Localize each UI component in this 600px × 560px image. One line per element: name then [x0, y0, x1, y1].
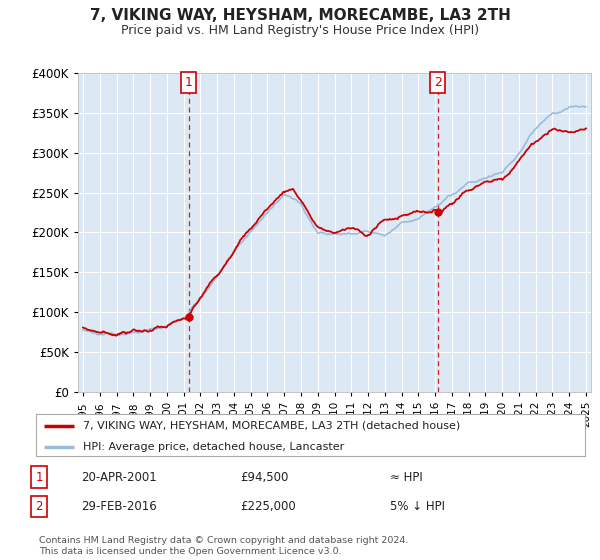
Text: 29-FEB-2016: 29-FEB-2016 [81, 500, 157, 514]
Text: 20-APR-2001: 20-APR-2001 [81, 470, 157, 484]
Text: Price paid vs. HM Land Registry's House Price Index (HPI): Price paid vs. HM Land Registry's House … [121, 24, 479, 36]
Text: £225,000: £225,000 [240, 500, 296, 514]
Text: 1: 1 [35, 470, 43, 484]
Text: ≈ HPI: ≈ HPI [390, 470, 423, 484]
Text: 5% ↓ HPI: 5% ↓ HPI [390, 500, 445, 514]
Text: HPI: Average price, detached house, Lancaster: HPI: Average price, detached house, Lanc… [83, 442, 344, 452]
Text: Contains HM Land Registry data © Crown copyright and database right 2024.
This d: Contains HM Land Registry data © Crown c… [39, 536, 409, 556]
Text: 1: 1 [185, 76, 193, 89]
Text: 2: 2 [434, 76, 442, 89]
Text: 7, VIKING WAY, HEYSHAM, MORECAMBE, LA3 2TH: 7, VIKING WAY, HEYSHAM, MORECAMBE, LA3 2… [89, 8, 511, 24]
Text: 7, VIKING WAY, HEYSHAM, MORECAMBE, LA3 2TH (detached house): 7, VIKING WAY, HEYSHAM, MORECAMBE, LA3 2… [83, 421, 460, 431]
Text: £94,500: £94,500 [240, 470, 289, 484]
Text: 2: 2 [35, 500, 43, 514]
